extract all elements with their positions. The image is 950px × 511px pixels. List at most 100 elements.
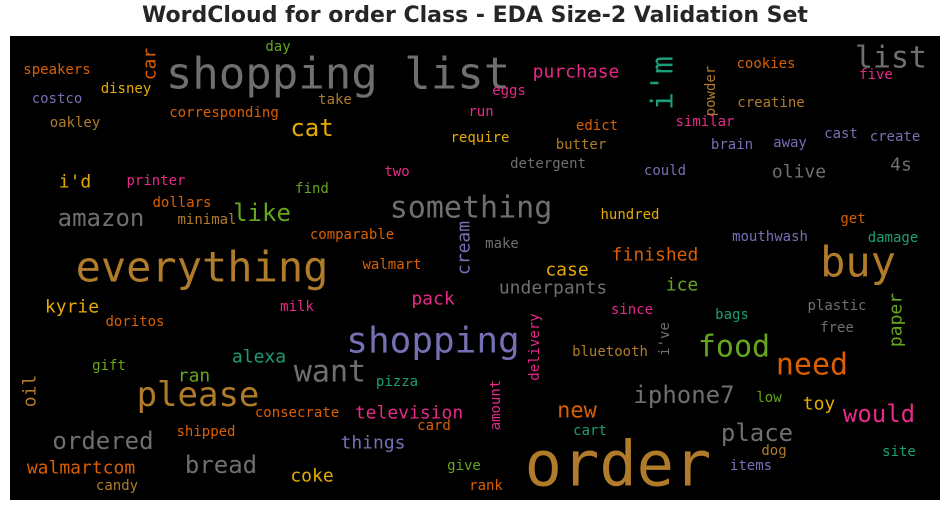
word-mouthwash: mouthwash bbox=[732, 229, 808, 245]
word-walmart: walmart bbox=[362, 257, 421, 273]
word-create: create bbox=[870, 129, 921, 145]
word-eggs: eggs bbox=[492, 83, 526, 99]
word-butter: butter bbox=[556, 137, 607, 153]
word-iphone7: iphone7 bbox=[633, 381, 734, 409]
word-car: car bbox=[140, 48, 161, 81]
word-oakley: oakley bbox=[50, 115, 101, 131]
word-creatine: creatine bbox=[737, 95, 804, 111]
word-food: food bbox=[698, 330, 770, 365]
word-delivery: delivery bbox=[527, 313, 543, 380]
word-find: find bbox=[295, 181, 329, 197]
word-cat: cat bbox=[290, 114, 333, 142]
word-ordered: ordered bbox=[52, 427, 153, 455]
word-purchase: purchase bbox=[533, 62, 620, 83]
word-comparable: comparable bbox=[310, 227, 394, 243]
word-costco: costco bbox=[32, 91, 83, 107]
word-candy: candy bbox=[96, 478, 138, 494]
word-ran: ran bbox=[178, 366, 211, 387]
word-bags: bags bbox=[715, 307, 749, 323]
word-five: five bbox=[859, 67, 893, 83]
word-printer: printer bbox=[126, 173, 185, 189]
wordcloud-canvas: order shopping list everything buy shopping p… bbox=[10, 36, 940, 500]
word-buy: buy bbox=[820, 238, 896, 287]
word-free: free bbox=[820, 320, 854, 336]
word-take: take bbox=[318, 92, 352, 108]
word-require: require bbox=[450, 130, 509, 146]
word-damage: damage bbox=[868, 230, 919, 246]
word-could: could bbox=[644, 163, 686, 179]
word-powder: powder bbox=[703, 66, 719, 117]
word-i-m: i'm bbox=[646, 56, 681, 110]
word-hundred: hundred bbox=[600, 207, 659, 223]
word-olive: olive bbox=[772, 162, 826, 183]
word-something: something bbox=[390, 191, 553, 226]
word-bluetooth: bluetooth bbox=[572, 344, 648, 360]
word-items: items bbox=[730, 458, 772, 474]
word-new: new bbox=[557, 399, 597, 424]
word-give: give bbox=[447, 458, 481, 474]
word-i-d: i'd bbox=[59, 172, 92, 193]
word-since: since bbox=[611, 302, 653, 318]
word-coke: coke bbox=[290, 466, 333, 487]
word-site: site bbox=[882, 444, 916, 460]
word-dog: dog bbox=[761, 443, 786, 459]
word-toy: toy bbox=[803, 394, 836, 415]
word-amazon: amazon bbox=[58, 204, 145, 232]
word-get: get bbox=[840, 211, 865, 227]
word-need: need bbox=[776, 348, 848, 383]
word-list: list bbox=[855, 41, 927, 76]
word-speakers: speakers bbox=[23, 62, 90, 78]
word-dollars: dollars bbox=[152, 195, 211, 211]
word-brain: brain bbox=[711, 137, 753, 153]
word-kyrie: kyrie bbox=[45, 297, 99, 318]
word-television: television bbox=[355, 403, 463, 424]
word-detergent: detergent bbox=[510, 156, 586, 172]
word-amount: amount bbox=[488, 380, 504, 431]
word-cream: cream bbox=[454, 221, 475, 275]
wordcloud-svg: order shopping list everything buy shopping p… bbox=[20, 39, 928, 501]
word-cookies: cookies bbox=[736, 56, 795, 72]
word-i-ve: i've bbox=[657, 322, 673, 356]
word-pack: pack bbox=[411, 289, 455, 310]
word-run: run bbox=[468, 104, 493, 120]
word-corresponding: corresponding bbox=[169, 105, 279, 121]
word-ice: ice bbox=[666, 275, 699, 296]
word-away: away bbox=[773, 135, 807, 151]
word-disney: disney bbox=[101, 81, 152, 97]
word-pizza: pizza bbox=[376, 374, 418, 390]
word-would: would bbox=[843, 400, 915, 428]
word-alexa: alexa bbox=[232, 347, 286, 368]
word-two: two bbox=[384, 164, 409, 180]
word-day: day bbox=[265, 39, 290, 55]
word-order: order bbox=[525, 428, 712, 501]
word-gift: gift bbox=[92, 358, 126, 374]
word-plastic: plastic bbox=[807, 298, 866, 314]
word-make: make bbox=[485, 236, 519, 252]
word-place: place bbox=[721, 419, 793, 447]
word-bread: bread bbox=[185, 451, 257, 479]
word-cast: cast bbox=[824, 126, 858, 142]
word-similar: similar bbox=[675, 114, 734, 130]
word-oil: oil bbox=[20, 375, 41, 408]
word-things: things bbox=[340, 433, 405, 454]
word-milk: milk bbox=[280, 299, 314, 315]
word-cart: cart bbox=[573, 423, 607, 439]
word-shopping: shopping bbox=[346, 321, 519, 362]
word-walmartcom: walmartcom bbox=[27, 458, 135, 479]
word-minimal: minimal bbox=[177, 212, 236, 228]
word-like: like bbox=[233, 199, 291, 227]
word-underpants: underpants bbox=[499, 278, 607, 299]
word-shipped: shipped bbox=[176, 424, 235, 440]
chart-title: WordCloud for order Class - EDA Size-2 V… bbox=[142, 3, 808, 28]
word-edict: edict bbox=[576, 118, 618, 134]
word-everything: everything bbox=[76, 243, 329, 292]
word-shopping-list: shopping list bbox=[166, 49, 510, 100]
word-please: please bbox=[137, 375, 260, 415]
word-low: low bbox=[756, 390, 782, 406]
word-paper: paper bbox=[886, 293, 907, 347]
word-4s: 4s bbox=[890, 155, 912, 176]
word-case: case bbox=[545, 260, 588, 281]
word-want: want bbox=[294, 355, 366, 390]
word-card: card bbox=[417, 418, 451, 434]
word-rank: rank bbox=[469, 478, 503, 494]
